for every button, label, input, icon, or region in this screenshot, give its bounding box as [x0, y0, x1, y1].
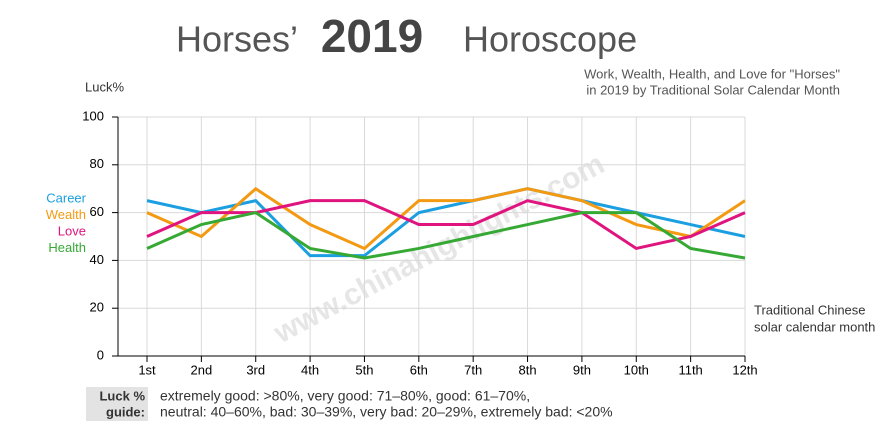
legend-entry: Love — [58, 223, 86, 238]
y-tick-label: 40 — [90, 252, 104, 267]
title-suffix: Horoscope — [463, 19, 637, 60]
x-tick-label: 1st — [138, 362, 156, 377]
title-year: 2019 — [321, 10, 423, 62]
x-tick-label: 3rd — [246, 362, 265, 377]
guide-label: Luck % — [99, 388, 145, 403]
legend-entry: Wealth — [46, 207, 86, 222]
x-tick-label: 8th — [519, 362, 537, 377]
series-line — [146, 210, 746, 260]
guide-label: guide: — [106, 404, 145, 419]
y-tick-label: 60 — [90, 204, 104, 219]
series-line — [146, 187, 746, 258]
subtitle: in 2019 by Traditional Solar Calendar Mo… — [586, 82, 840, 97]
legend-entry: Health — [48, 240, 86, 255]
x-axis-label: Traditional Chinese — [754, 302, 866, 317]
x-tick-label: 4th — [301, 362, 319, 377]
x-axis-label: solar calendar month — [754, 319, 875, 334]
x-tick-label: 6th — [410, 362, 428, 377]
x-tick-label: 5th — [355, 362, 373, 377]
y-tick-label: 100 — [82, 108, 104, 123]
x-tick-label: 12th — [732, 362, 757, 377]
y-tick-label: 0 — [97, 347, 104, 362]
guide-box — [86, 387, 148, 421]
series-line — [146, 199, 746, 251]
y-tick-label: 20 — [90, 300, 104, 315]
y-tick-label: 80 — [90, 156, 104, 171]
guide-text: neutral: 40–60%, bad: 30–39%, very bad: … — [160, 404, 613, 420]
x-tick-label: 11th — [678, 362, 702, 377]
legend-entry: Career — [46, 190, 86, 205]
title-prefix: Horses’ — [176, 19, 298, 60]
y-axis-label: Luck% — [85, 79, 124, 94]
x-tick-label: 2nd — [191, 362, 213, 377]
x-tick-label: 7th — [464, 362, 482, 377]
x-tick-label: 10th — [624, 362, 649, 377]
subtitle: Work, Wealth, Health, and Love for "Hors… — [584, 66, 840, 81]
series-line — [146, 186, 746, 251]
guide-text: extremely good: >80%, very good: 71–80%,… — [160, 388, 530, 404]
x-tick-label: 9th — [573, 362, 591, 377]
